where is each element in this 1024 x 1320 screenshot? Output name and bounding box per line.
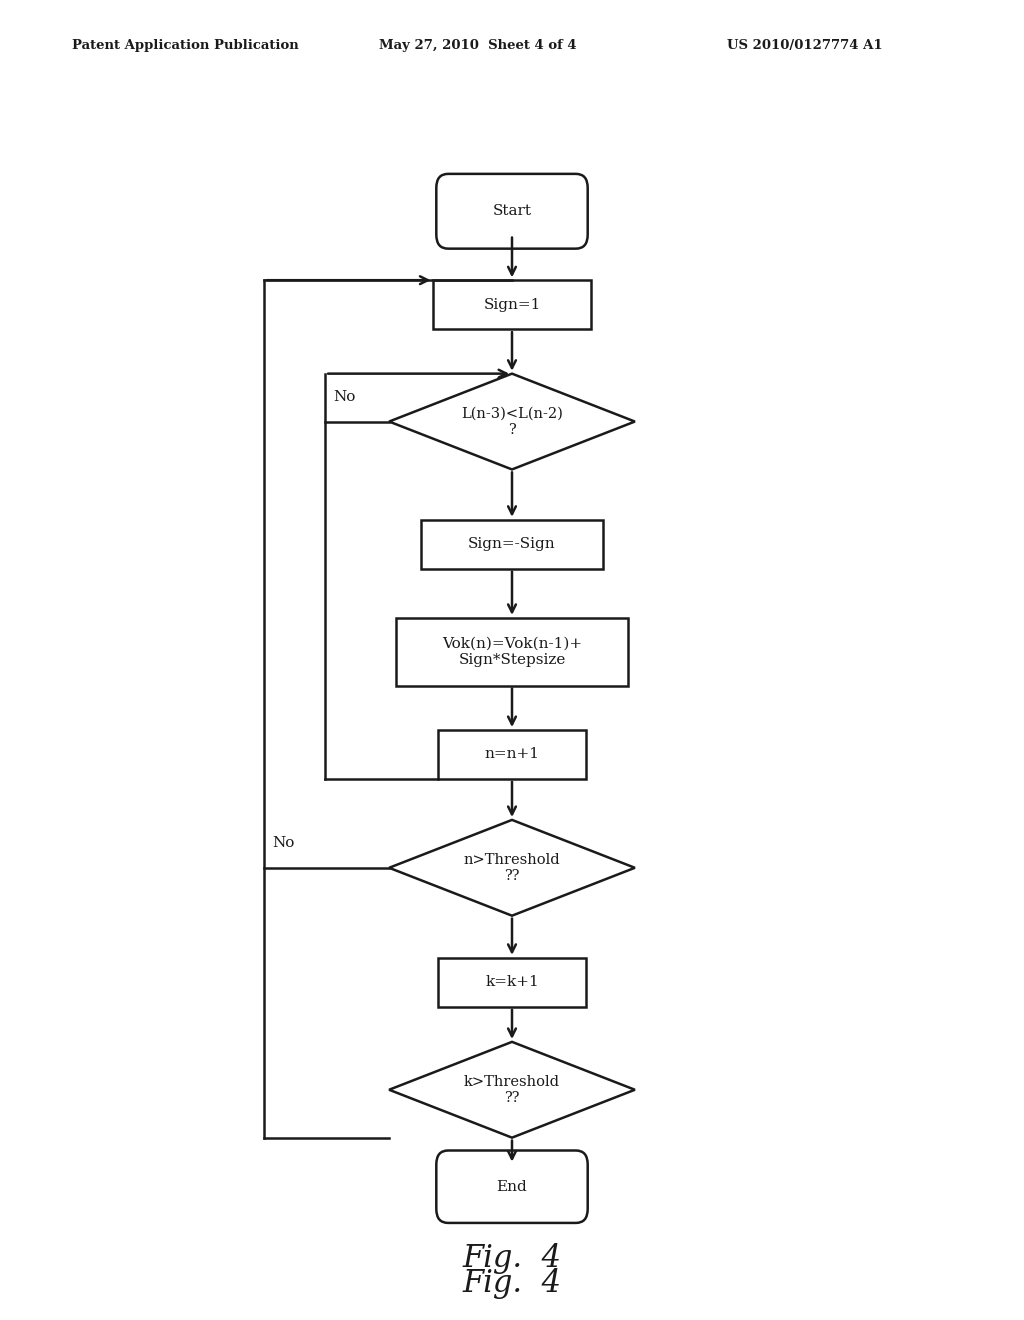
Text: Patent Application Publication: Patent Application Publication xyxy=(72,38,298,51)
Text: Fig.  4: Fig. 4 xyxy=(463,1269,561,1299)
Text: Sign=1: Sign=1 xyxy=(483,298,541,312)
Text: L(n-3)<L(n-2)
?: L(n-3)<L(n-2) ? xyxy=(461,407,563,437)
Text: Fig.  4: Fig. 4 xyxy=(463,1243,561,1274)
Text: Start: Start xyxy=(493,205,531,218)
Text: n=n+1: n=n+1 xyxy=(484,747,540,762)
Text: Sign=-Sign: Sign=-Sign xyxy=(468,537,556,552)
Text: US 2010/0127774 A1: US 2010/0127774 A1 xyxy=(727,38,883,51)
Text: No: No xyxy=(333,389,355,404)
Text: Vok(n)=Vok(n-1)+
Sign*Stepsize: Vok(n)=Vok(n-1)+ Sign*Stepsize xyxy=(442,636,582,667)
Text: n>Threshold
??: n>Threshold ?? xyxy=(464,853,560,883)
Text: End: End xyxy=(497,1180,527,1193)
Text: May 27, 2010  Sheet 4 of 4: May 27, 2010 Sheet 4 of 4 xyxy=(379,38,577,51)
Text: No: No xyxy=(272,836,295,850)
Text: k=k+1: k=k+1 xyxy=(485,975,539,989)
Text: k>Threshold
??: k>Threshold ?? xyxy=(464,1074,560,1105)
